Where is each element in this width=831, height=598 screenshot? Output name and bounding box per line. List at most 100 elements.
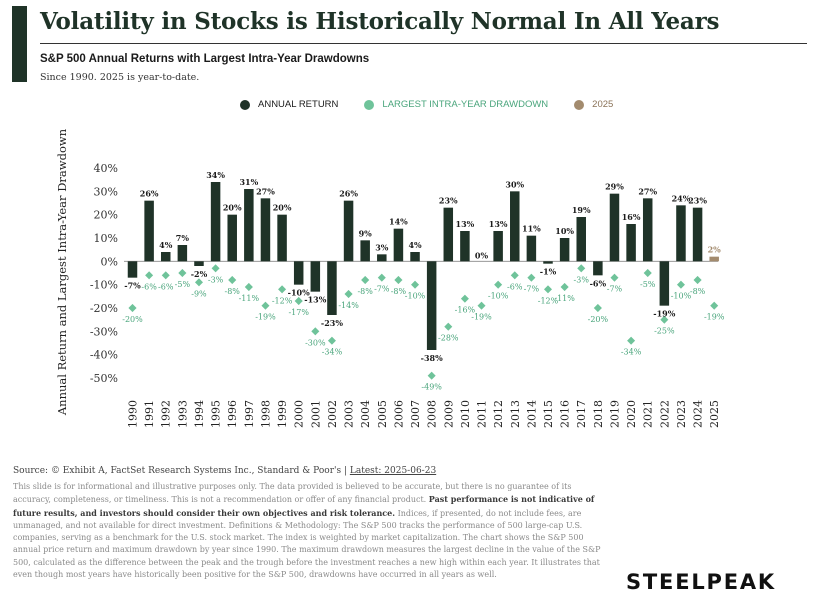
drawdown-marker (625, 335, 637, 346)
drawdown-label: -10% (488, 292, 509, 301)
return-bar (609, 193, 620, 262)
drawdown-marker (260, 300, 271, 311)
drawdown-marker (310, 326, 321, 337)
source-text: Source: © Exhibit A, FactSet Research Sy… (13, 466, 350, 476)
y-tick-label: -40% (90, 349, 118, 362)
x-tick-label: 2000 (293, 400, 306, 428)
return-label: 3% (375, 242, 389, 252)
return-bar (327, 261, 337, 315)
return-bar (559, 238, 570, 262)
return-bar (426, 261, 437, 350)
x-tick-label: 1999 (276, 400, 289, 428)
drawdown-marker (609, 272, 620, 283)
return-label: 30% (505, 179, 524, 189)
return-label: 16% (622, 212, 641, 222)
return-label: -6% (590, 278, 607, 288)
return-label: -23% (321, 318, 343, 328)
legend-ytd: 2025 (574, 99, 613, 110)
drawdown-label: -12% (272, 296, 293, 305)
x-tick-label: 1994 (193, 400, 206, 428)
drawdown-label: -20% (588, 315, 609, 324)
return-label: 0% (475, 250, 489, 260)
return-bar (526, 235, 537, 262)
return-bar (659, 261, 670, 306)
return-bar (293, 261, 304, 285)
return-label: 13% (489, 219, 508, 229)
page-title: Volatility in Stocks is Historically Nor… (40, 8, 720, 35)
drawdown-marker (659, 314, 670, 325)
x-tick-label: 2007 (409, 400, 422, 428)
return-label: -7% (124, 281, 141, 291)
drawdown-marker (675, 279, 687, 290)
drawdown-label: -19% (471, 313, 492, 322)
drawdown-marker (443, 321, 454, 332)
disclaimer-part-2: Indices, if presented, do not include fe… (13, 508, 601, 580)
y-tick-label: -50% (90, 372, 118, 385)
drawdown-marker (143, 270, 155, 281)
x-tick-label: 2008 (426, 400, 439, 428)
drawdown-label: -11% (554, 294, 575, 303)
drawdown-label: -34% (322, 348, 343, 357)
return-bar (576, 217, 586, 262)
disclaimer: This slide is for informational and illu… (13, 481, 608, 581)
drawdown-marker (343, 288, 354, 300)
drawdown-marker (393, 274, 404, 286)
drawdown-marker (160, 270, 171, 281)
return-label: 19% (572, 205, 591, 215)
drawdown-marker (642, 267, 653, 279)
drawdown-marker (459, 293, 471, 304)
drawdown-marker (376, 272, 387, 283)
drawdown-label: -7% (524, 285, 540, 294)
x-tick-label: 1990 (127, 400, 140, 428)
return-bar (543, 261, 553, 264)
drawdown-label: -10% (671, 292, 692, 301)
disclaimer-bold: Past performance is not indicative of fu… (13, 494, 595, 518)
return-label: -2% (191, 269, 208, 279)
legend-drawdown-dot (364, 99, 375, 110)
source-link[interactable]: Latest: 2025-06-23 (349, 466, 437, 476)
return-label: 11% (522, 224, 541, 234)
x-tick-label: 2024 (692, 400, 705, 428)
x-tick-label: 2025 (708, 400, 721, 428)
y-axis-title: Annual Return and Largest Intra-Year Dra… (55, 128, 69, 416)
drawdown-marker (193, 277, 205, 288)
return-bar (460, 231, 470, 262)
drawdown-marker (360, 274, 371, 286)
return-bar (227, 214, 237, 262)
drawdown-marker (559, 281, 570, 293)
drawdown-label: -17% (288, 308, 309, 317)
x-tick-label: 2003 (343, 400, 356, 428)
return-bar (260, 198, 271, 262)
drawdown-label: -20% (122, 315, 143, 324)
drawdown-marker (210, 263, 221, 274)
drawdown-marker (293, 295, 304, 307)
return-label: 10% (555, 226, 574, 236)
drawdown-label: -5% (175, 280, 191, 289)
drawdown-label: -8% (225, 287, 241, 296)
drawdown-label: -12% (538, 296, 559, 305)
x-tick-label: 2001 (309, 400, 322, 428)
return-bar (443, 207, 454, 262)
return-label: 29% (605, 182, 624, 192)
return-bar (127, 261, 138, 278)
return-bar (510, 191, 520, 262)
return-label: -19% (653, 309, 675, 319)
return-bar (244, 189, 254, 262)
y-tick-label: -10% (90, 279, 118, 292)
x-tick-label: 2006 (392, 400, 405, 428)
x-tick-label: 2004 (359, 400, 372, 428)
return-label: 34% (206, 170, 225, 180)
return-label: 14% (389, 217, 408, 227)
return-bar (709, 256, 719, 262)
x-tick-label: 2021 (642, 400, 655, 428)
return-label: 26% (339, 189, 358, 199)
x-tick-label: 2023 (675, 400, 688, 428)
drawdown-marker (276, 284, 288, 295)
drawdown-marker (509, 270, 520, 281)
x-tick-label: 2009 (442, 400, 455, 428)
drawdown-label: -8% (391, 287, 407, 296)
legend-annual-return-label: ANNUAL RETURN (258, 99, 339, 110)
return-bar (377, 254, 387, 262)
title-divider (40, 43, 807, 44)
return-bar (410, 252, 420, 262)
